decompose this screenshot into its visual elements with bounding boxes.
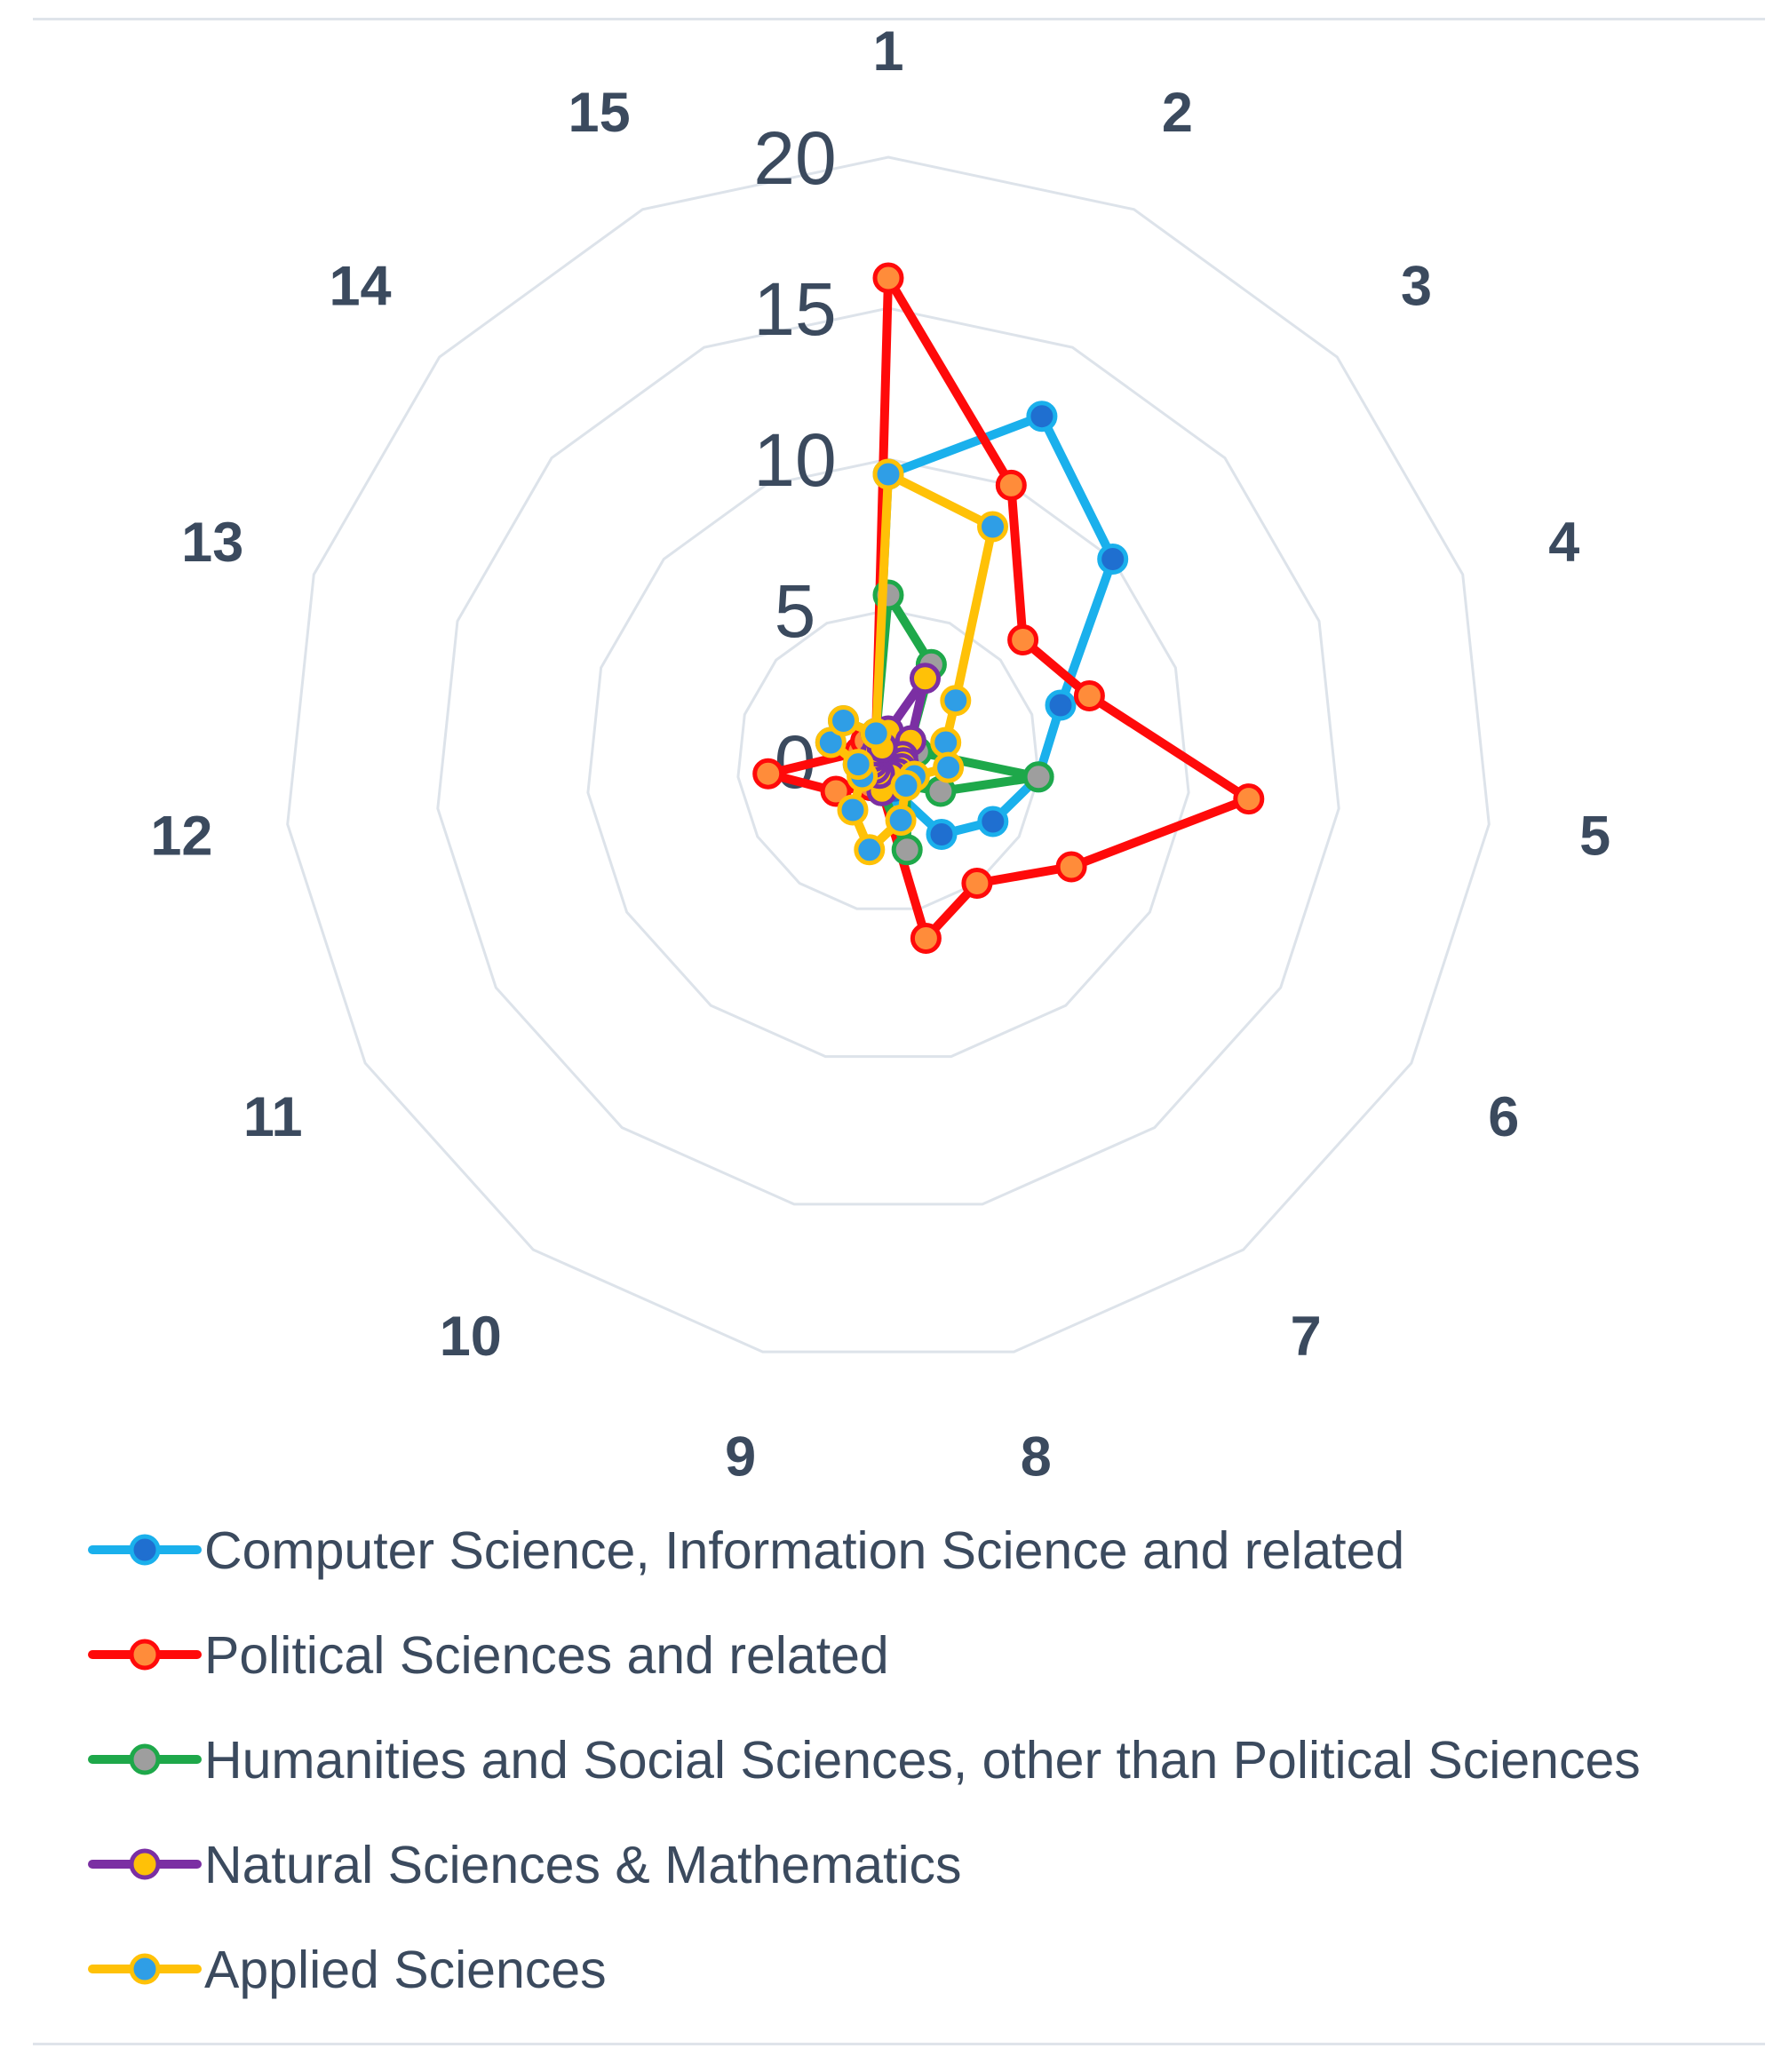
data-point — [1007, 624, 1039, 655]
data-point — [860, 718, 892, 750]
data-point — [828, 705, 859, 736]
grid-ring — [286, 155, 1491, 1354]
legend-swatch-marker — [129, 1639, 161, 1671]
data-point — [1097, 544, 1129, 575]
data-point — [1233, 783, 1265, 815]
data-point — [961, 868, 993, 899]
legend-label: Applied Sciences — [204, 1941, 607, 1999]
tick-label: 10 — [753, 418, 836, 502]
category-label-5: 5 — [1579, 806, 1610, 868]
data-point — [872, 262, 904, 294]
category-label-3: 3 — [1401, 256, 1432, 318]
series-line — [763, 274, 1253, 943]
data-point — [890, 770, 922, 801]
legend-swatch-marker — [129, 1953, 161, 1985]
data-point — [933, 751, 965, 783]
series-5 — [815, 458, 1008, 866]
data-point — [1022, 761, 1054, 793]
grid-ring — [736, 608, 1040, 910]
legend-label: Humanities and Social Sciences, other th… — [204, 1731, 1641, 1790]
legend-item: Humanities and Social Sciences, other th… — [88, 1731, 1641, 1790]
legend-label: Computer Science, Information Science an… — [204, 1521, 1404, 1580]
tick-label: 20 — [753, 116, 836, 200]
grid-layer — [286, 155, 1491, 1354]
category-label-2: 2 — [1162, 82, 1193, 144]
legend-swatch-marker — [129, 1743, 161, 1775]
data-point — [752, 758, 784, 790]
bottom-rule — [33, 2043, 1765, 2045]
data-point — [910, 923, 942, 954]
data-point — [837, 794, 869, 826]
data-point — [891, 834, 923, 866]
top-rule — [33, 18, 1765, 20]
data-point — [930, 726, 962, 758]
legend-swatch-marker — [129, 1848, 161, 1880]
category-label-11: 11 — [243, 1086, 303, 1148]
data-point — [926, 819, 958, 850]
data-point — [1055, 851, 1087, 883]
tick-label: 5 — [775, 569, 816, 653]
category-label-1: 1 — [872, 20, 903, 83]
category-label-14: 14 — [329, 256, 391, 318]
grid-ring — [586, 457, 1190, 1059]
data-point — [820, 775, 852, 807]
grid-ring — [436, 306, 1340, 1206]
category-label-15: 15 — [568, 82, 631, 144]
series-layer — [752, 262, 1265, 954]
tick-label: 15 — [753, 267, 836, 351]
category-label-10: 10 — [440, 1306, 502, 1368]
category-label-8: 8 — [1021, 1426, 1052, 1489]
data-point — [977, 806, 1009, 838]
data-point — [910, 663, 941, 695]
legend-swatch-marker — [129, 1534, 161, 1566]
category-label-13: 13 — [181, 512, 243, 574]
data-point — [1026, 401, 1058, 433]
legend-label: Political Sciences and related — [204, 1626, 889, 1685]
category-label-7: 7 — [1291, 1306, 1322, 1368]
category-label-6: 6 — [1488, 1086, 1519, 1148]
data-point — [842, 749, 874, 781]
legend-item: Computer Science, Information Science an… — [88, 1521, 1404, 1580]
data-point — [854, 834, 886, 866]
legend-item: Natural Sciences & Mathematics — [88, 1836, 962, 1894]
legend-label: Natural Sciences & Mathematics — [204, 1836, 962, 1894]
legend-item: Applied Sciences — [88, 1941, 607, 1999]
legend: Computer Science, Information Science an… — [88, 1521, 1641, 1999]
data-point — [940, 685, 972, 717]
data-point — [1073, 680, 1105, 711]
data-point — [872, 458, 904, 490]
data-point — [995, 469, 1027, 501]
category-label-12: 12 — [150, 806, 212, 868]
data-point — [1045, 689, 1077, 721]
legend-item: Political Sciences and related — [88, 1626, 889, 1685]
data-point — [977, 511, 1008, 543]
category-label-4: 4 — [1548, 512, 1579, 574]
data-point — [885, 805, 917, 836]
category-label-9: 9 — [725, 1426, 756, 1489]
